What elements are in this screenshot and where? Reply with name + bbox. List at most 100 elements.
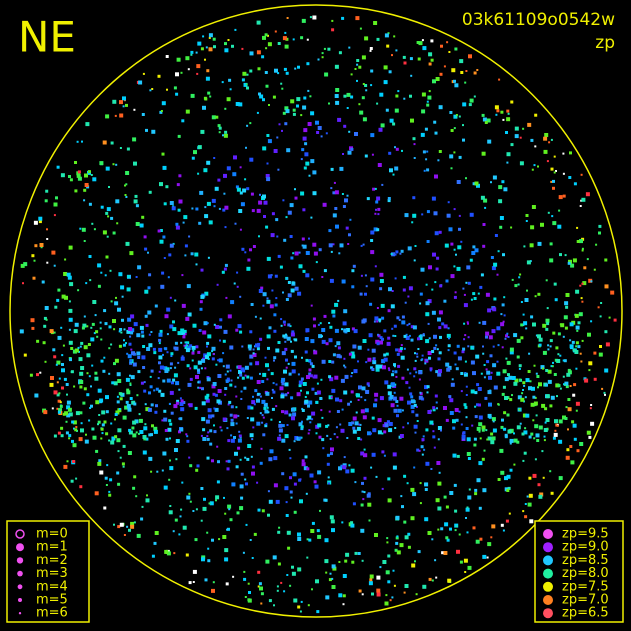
star — [302, 136, 307, 141]
star — [246, 266, 251, 271]
star — [335, 88, 340, 92]
star — [133, 199, 138, 204]
star — [316, 131, 320, 134]
star — [311, 411, 316, 416]
star — [179, 417, 183, 421]
star — [567, 428, 569, 431]
star — [106, 464, 109, 467]
star — [249, 69, 253, 73]
star — [529, 519, 534, 524]
star — [115, 163, 118, 166]
star — [454, 83, 459, 88]
star — [564, 381, 569, 386]
star — [247, 405, 252, 410]
star — [83, 387, 87, 391]
star — [191, 207, 194, 210]
star — [229, 345, 234, 350]
star — [379, 340, 383, 345]
star — [206, 160, 211, 165]
star — [327, 482, 330, 485]
star — [336, 353, 341, 358]
star — [543, 136, 548, 141]
star — [538, 382, 542, 387]
star — [249, 248, 252, 252]
star — [138, 80, 143, 85]
star — [74, 189, 78, 193]
star — [259, 372, 261, 375]
star — [207, 547, 210, 550]
star — [148, 190, 152, 194]
star — [274, 274, 278, 278]
star — [201, 358, 206, 363]
star — [481, 457, 485, 461]
star — [132, 433, 137, 438]
star — [385, 594, 388, 597]
star — [590, 280, 593, 283]
star — [476, 426, 481, 431]
star — [273, 483, 278, 488]
star — [104, 476, 108, 480]
star — [417, 57, 421, 61]
star — [195, 468, 199, 472]
star — [425, 283, 428, 286]
star — [195, 508, 198, 511]
star — [350, 351, 355, 356]
star — [465, 416, 468, 419]
star — [413, 424, 418, 429]
star — [434, 281, 437, 284]
star — [167, 427, 172, 432]
star — [322, 447, 325, 450]
star — [599, 315, 602, 318]
star — [91, 222, 94, 225]
star — [303, 466, 308, 471]
star — [444, 522, 449, 527]
star — [174, 518, 178, 522]
star — [281, 472, 285, 476]
star — [463, 558, 468, 563]
star — [126, 329, 131, 334]
star — [227, 39, 230, 41]
star — [195, 51, 198, 54]
star — [100, 359, 104, 363]
star — [458, 155, 462, 159]
star — [175, 381, 180, 386]
star — [249, 376, 253, 380]
star — [261, 55, 265, 59]
star — [613, 318, 617, 322]
star — [240, 398, 243, 400]
star — [357, 360, 359, 363]
star — [563, 383, 566, 386]
star — [213, 157, 216, 159]
star — [397, 90, 400, 93]
magnitude-label: m=3 — [36, 566, 68, 581]
star — [383, 454, 386, 457]
star — [317, 470, 322, 475]
star — [70, 370, 74, 374]
star — [393, 324, 397, 328]
star — [443, 495, 447, 499]
star — [53, 331, 56, 334]
star — [547, 348, 550, 351]
star — [419, 502, 422, 505]
star — [424, 517, 429, 522]
star — [298, 251, 301, 254]
star — [166, 88, 168, 91]
star — [62, 344, 65, 347]
star — [484, 396, 488, 400]
star — [206, 352, 211, 357]
star — [316, 382, 319, 385]
star — [129, 384, 132, 386]
star — [154, 304, 158, 308]
star — [57, 431, 61, 435]
star — [70, 347, 74, 350]
star — [371, 416, 375, 420]
star — [68, 328, 71, 331]
star — [558, 209, 561, 212]
star — [331, 388, 336, 393]
star — [260, 592, 264, 596]
star — [165, 185, 169, 189]
star — [185, 433, 188, 436]
star — [336, 410, 340, 413]
star — [186, 439, 190, 443]
star — [358, 385, 362, 390]
